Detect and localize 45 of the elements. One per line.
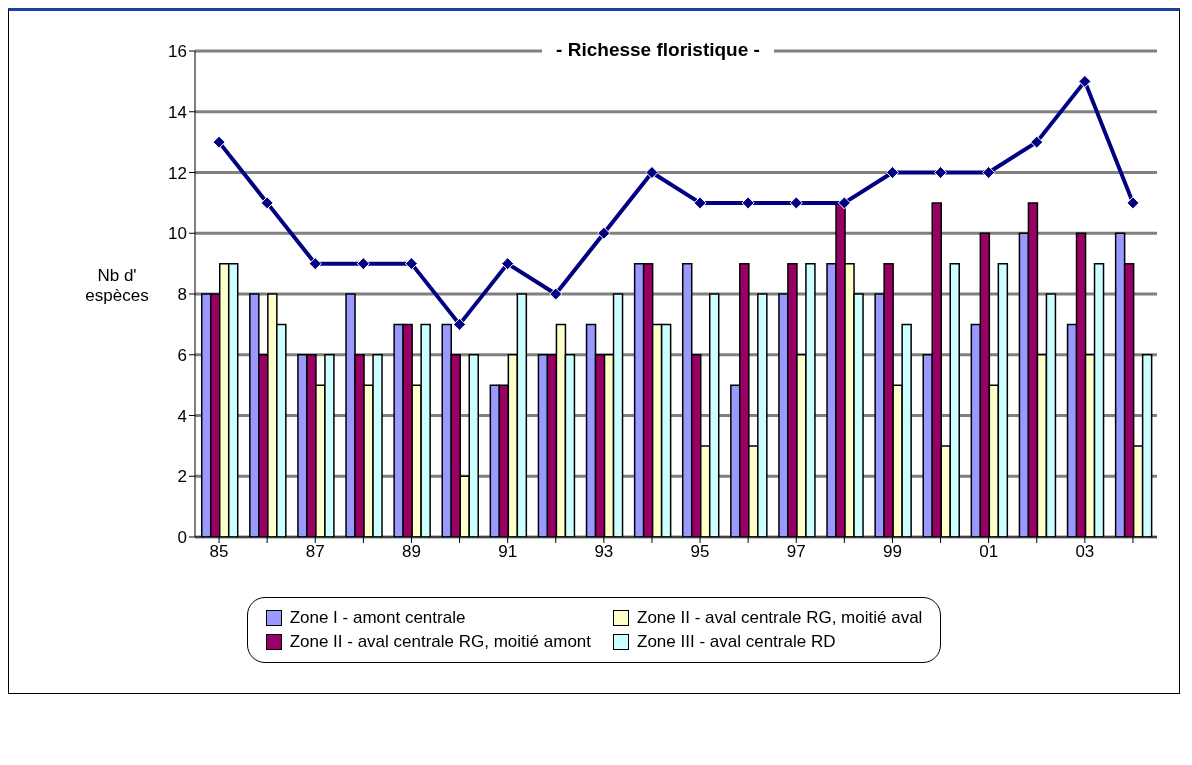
point	[260, 196, 274, 210]
point	[982, 166, 996, 179]
point	[212, 135, 226, 149]
x-tick-label: 97	[786, 542, 806, 562]
point	[404, 257, 418, 271]
y-tick-label: 4	[177, 406, 187, 426]
legend-label: Zone I - amont centrale	[289, 608, 466, 628]
x-tick-label: 93	[594, 542, 614, 562]
point	[1078, 74, 1092, 88]
y-axis-title: Nb d' espèces	[84, 266, 150, 306]
point	[645, 166, 659, 179]
x-tick-label: 99	[882, 542, 902, 562]
point	[1030, 135, 1044, 149]
legend-label: Zone II - aval centrale RG, moitié amont	[289, 632, 592, 652]
point	[308, 257, 322, 271]
x-tick-label: 01	[979, 542, 999, 562]
y-tick-label: 0	[177, 528, 187, 548]
legend-label: Zone III - aval centrale RD	[637, 632, 836, 652]
legend-label: Zone II - aval centrale RG, moitié aval	[637, 608, 923, 628]
point	[549, 287, 563, 301]
point	[356, 257, 370, 271]
y-tick-label: 6	[177, 345, 187, 365]
point	[837, 196, 851, 210]
y-tick-label: 16	[168, 42, 187, 62]
point	[789, 196, 803, 210]
x-tick-label: 87	[305, 542, 325, 562]
y-tick-label: 8	[177, 285, 187, 305]
point	[934, 166, 948, 179]
point	[1126, 196, 1140, 210]
x-tick-label: 89	[401, 542, 421, 562]
point	[597, 226, 611, 240]
x-tick-label: 91	[498, 542, 518, 562]
x-tick-label: 03	[1075, 542, 1095, 562]
x-tick-label: 95	[690, 542, 710, 562]
point	[741, 196, 755, 210]
x-tick-label: 85	[209, 542, 229, 562]
y-tick-label: 14	[168, 102, 187, 122]
chart-title: - Richesse floristique -	[542, 39, 774, 60]
point	[453, 317, 467, 331]
y-tick-label: 10	[168, 224, 187, 244]
point	[693, 196, 707, 210]
point	[885, 166, 899, 179]
y-tick-label: 2	[177, 467, 187, 487]
point	[501, 257, 515, 271]
y-tick-label: 12	[168, 163, 187, 183]
